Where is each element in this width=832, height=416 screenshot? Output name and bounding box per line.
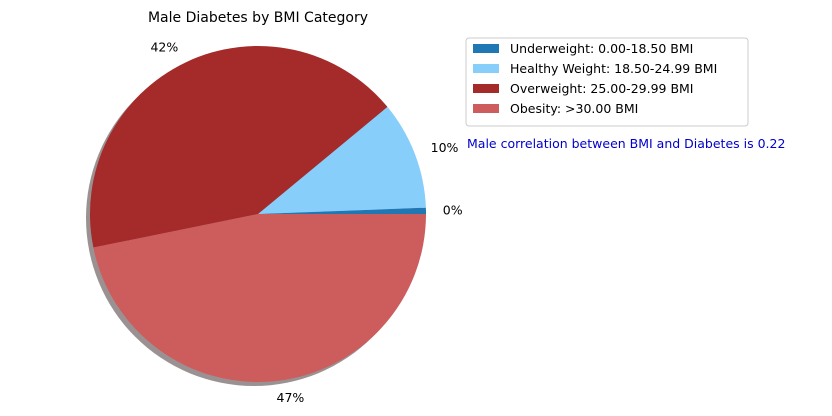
legend: Underweight: 0.00-18.50 BMI Healthy Weigh… [465,37,749,127]
legend-label-2: Overweight: 25.00-29.99 BMI [510,81,694,96]
pie-slice-1 [258,106,426,214]
pie-slice-0 [258,207,427,214]
pie-pct-label-0: 0% [443,203,463,218]
pie-slice-2 [90,45,388,248]
pie-slices [90,45,427,382]
correlation-annotation: Male correlation between BMI and Diabete… [467,136,785,151]
legend-label-3: Obesity: >30.00 BMI [510,101,638,116]
legend-swatch-2 [473,84,499,93]
legend-swatch-1 [473,64,499,73]
pie-pct-label-2: 42% [150,39,178,54]
pie-pct-label-3: 47% [277,390,305,405]
pie-pct-label-1: 10% [431,140,459,155]
chart-title: Male Diabetes by BMI Category [148,10,368,26]
pie-slice-3 [93,214,427,382]
legend-swatch-3 [473,104,499,113]
legend-frame [465,37,749,127]
legend-label-1: Healthy Weight: 18.50-24.99 BMI [510,61,717,76]
legend-swatch-0 [473,44,499,53]
legend-label-0: Underweight: 0.00-18.50 BMI [510,41,693,56]
pie-percent-labels: 0% 10% 42% 47% [150,39,462,405]
